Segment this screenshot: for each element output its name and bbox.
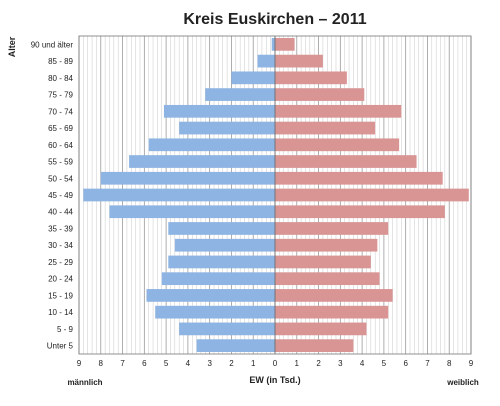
x-tick-label: 1 (295, 359, 300, 368)
plot-area: 90 und älter 85 - 89 80 - 84 75 - 79 70 - 74… (31, 35, 474, 368)
x-tick-label: 7 (120, 359, 125, 368)
female-bar (275, 289, 393, 302)
age-group-label: 80 - 84 (48, 74, 73, 83)
chart-title: Kreis Euskirchen – 2011 (183, 11, 366, 28)
x-tick-label: 4 (360, 359, 365, 368)
x-tick-label: 2 (316, 359, 321, 368)
male-bar (168, 255, 275, 269)
age-group-label: 55 - 59 (48, 158, 73, 167)
x-tick-label: 6 (403, 359, 408, 368)
age-group-label: Unter 5 (47, 342, 74, 351)
female-bar (275, 171, 443, 185)
male-bar (271, 38, 275, 51)
female-bar (275, 88, 365, 101)
female-bar (275, 272, 380, 286)
age-group-label: 85 - 89 (48, 57, 73, 66)
male-bar (83, 188, 275, 202)
x-tick-label: 1 (251, 359, 256, 368)
female-bar (275, 255, 371, 269)
female-bar (275, 71, 347, 85)
female-bar (275, 339, 354, 352)
age-group-label: 70 - 74 (48, 107, 73, 116)
x-tick-label: 0 (273, 359, 278, 368)
age-group-label: 60 - 64 (48, 141, 73, 150)
x-tick-label: 9 (469, 359, 474, 368)
male-axis-label: männlich (67, 378, 102, 387)
x-axis-label: EW (in Tsd.) (249, 375, 300, 385)
male-bar (168, 222, 275, 235)
female-bar (275, 188, 469, 202)
age-group-label: 65 - 69 (48, 124, 73, 133)
age-group-label: 35 - 39 (48, 224, 73, 233)
age-group-label: 45 - 49 (48, 191, 73, 200)
male-bar (205, 88, 275, 101)
male-bar (146, 289, 275, 302)
female-bar (275, 222, 389, 235)
male-bar (148, 138, 275, 152)
x-tick-label: 3 (207, 359, 212, 368)
x-tick-label: 7 (425, 359, 430, 368)
female-axis-label: weiblich (446, 378, 479, 387)
female-bar (275, 238, 378, 252)
male-bar (100, 171, 276, 185)
male-bar (163, 104, 275, 118)
age-group-label: 25 - 29 (48, 258, 73, 267)
age-group-label: 90 und älter (31, 40, 74, 49)
x-tick-label: 2 (229, 359, 234, 368)
male-bar (155, 305, 275, 319)
age-group-label: 20 - 24 (48, 275, 73, 284)
male-bar (196, 339, 275, 352)
female-bar (275, 104, 402, 118)
x-tick-label: 8 (447, 359, 452, 368)
male-bar (257, 54, 275, 68)
age-group-label: 30 - 34 (48, 241, 73, 250)
plot-frame (78, 35, 472, 355)
female-bar (275, 138, 400, 152)
x-tick-label: 6 (142, 359, 147, 368)
x-tick-label: 9 (77, 359, 82, 368)
male-bar (109, 205, 275, 219)
male-bar (179, 121, 275, 135)
female-bar (275, 121, 376, 135)
female-bar (275, 205, 445, 219)
male-bar (129, 155, 275, 168)
female-bar (275, 155, 417, 168)
x-tick-label: 8 (99, 359, 104, 368)
male-bar (174, 238, 275, 252)
age-group-label: 10 - 14 (48, 308, 73, 317)
female-bar (275, 38, 295, 51)
age-group-label: 5 - 9 (57, 325, 74, 334)
x-tick-label: 3 (338, 359, 343, 368)
male-bar (161, 272, 275, 286)
male-bar (231, 71, 275, 85)
female-bar (275, 305, 389, 319)
x-tick-label: 5 (382, 359, 387, 368)
female-bar (275, 322, 367, 336)
age-group-label: 15 - 19 (48, 291, 73, 300)
male-bar (179, 322, 275, 336)
x-tick-label: 4 (186, 359, 191, 368)
female-bar (275, 54, 323, 68)
age-group-label: 50 - 54 (48, 174, 73, 183)
age-group-label: 40 - 44 (48, 208, 73, 217)
x-tick-label: 5 (164, 359, 169, 368)
y-axis-label: Alter (7, 36, 17, 57)
age-group-label: 75 - 79 (48, 91, 73, 100)
